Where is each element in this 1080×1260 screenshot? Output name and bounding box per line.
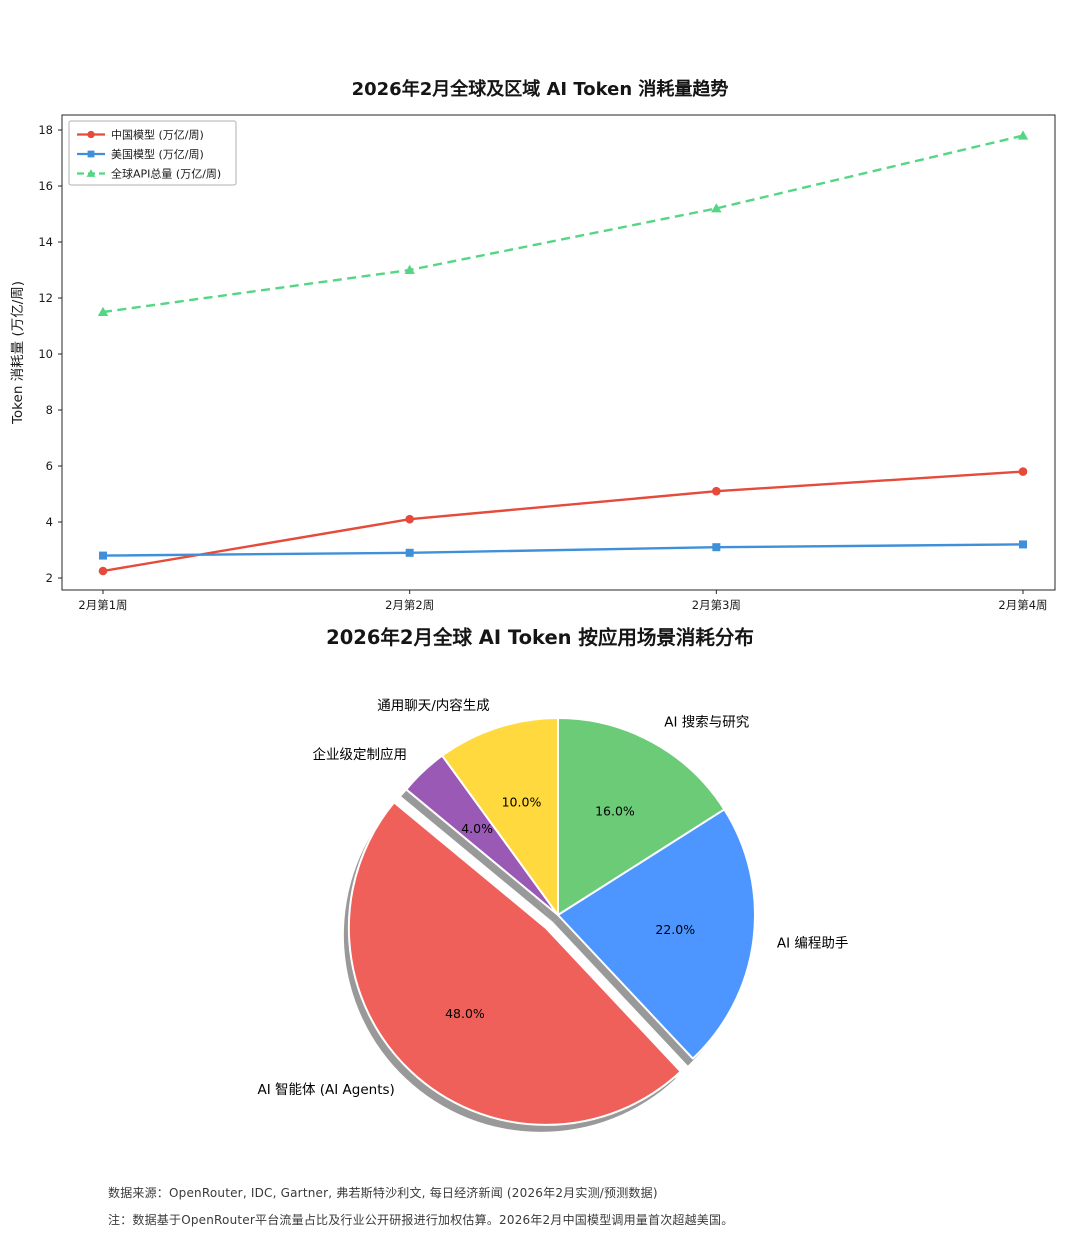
line-plot-area xyxy=(61,114,1056,591)
pie-label-1: AI 编程助手 xyxy=(777,936,849,952)
x-tick-label: 2月第2周 xyxy=(385,598,434,612)
pie-slice-0 xyxy=(557,717,726,916)
y-tick-label: 18 xyxy=(38,123,53,137)
pie-slice-1 xyxy=(557,808,756,1060)
series-line-0 xyxy=(102,470,1024,573)
series-0-marker xyxy=(98,566,108,576)
series-0-marker xyxy=(712,486,721,496)
y-tick-label: 10 xyxy=(38,347,53,361)
pie-chart-title: 2026年2月全球 AI Token 按应用场景消耗分布 xyxy=(326,626,754,649)
y-tick-label: 8 xyxy=(46,403,53,417)
footer-data-source: 数据来源：OpenRouter, IDC, Gartner, 弗若斯特沙利文, … xyxy=(108,1186,658,1200)
x-tick-label: 2月第1周 xyxy=(78,598,127,612)
legend-box xyxy=(68,120,237,186)
legend-marker-1 xyxy=(87,150,95,158)
y-axis-label: Token 消耗量 (万亿/周) xyxy=(10,281,26,425)
series-line-2 xyxy=(102,134,1024,314)
series-2-marker xyxy=(97,306,109,316)
pie-slice-4 xyxy=(441,717,559,916)
pie-label-3: 企业级定制应用 xyxy=(312,746,407,763)
x-tick-label: 2月第3周 xyxy=(692,598,741,612)
legend-marker-2 xyxy=(86,169,96,177)
pie-chart: 16.0% 22.0% 48.0% 4.0% 10.0% AI 搜索与研究 AI 编程助手 A… xyxy=(257,697,849,1132)
pie-label-0: AI 搜索与研究 xyxy=(664,715,749,731)
y-tick-label: 12 xyxy=(38,291,53,305)
series-2-marker xyxy=(404,264,415,274)
pie-pct-1: 22.0% xyxy=(655,922,695,937)
pie-pct-0: 16.0% xyxy=(595,803,635,818)
pie-label-2: AI 智能体 (AI Agents) xyxy=(257,1082,394,1098)
series-1-marker xyxy=(405,548,414,557)
legend-label-1: 美国模型 (万亿/周) xyxy=(111,147,204,161)
footer-note: 注：数据基于OpenRouter平台流量占比及行业公开研报进行加权估算。2026… xyxy=(108,1213,734,1227)
pie-pct-2: 48.0% xyxy=(445,1006,485,1021)
pie-slice-2 xyxy=(347,801,682,1126)
series-0-marker xyxy=(1018,467,1028,476)
series-2-marker xyxy=(1017,130,1029,140)
line-chart: 2 4 6 8 10 12 14 16 18 2月第1周 2月第2周 2月第3周 2月第4周 Token … xyxy=(10,114,1056,612)
series-0-marker xyxy=(405,514,414,524)
legend-marker-0 xyxy=(87,130,95,139)
pie-label-4: 通用聊天/内容生成 xyxy=(377,697,490,714)
y-tick-label: 16 xyxy=(38,179,53,193)
legend-label-2: 全球API总量 (万亿/周) xyxy=(111,167,221,181)
series-line-1 xyxy=(102,543,1024,557)
pie-pct-4: 10.0% xyxy=(502,795,542,810)
y-tick-label: 6 xyxy=(46,459,53,473)
series-1-marker xyxy=(99,551,107,560)
pie-pct-3: 4.0% xyxy=(461,821,493,836)
legend-label-0: 中国模型 (万亿/周) xyxy=(111,128,204,142)
series-1-marker xyxy=(1019,540,1027,549)
y-tick-label: 2 xyxy=(46,571,53,585)
series-1-marker xyxy=(712,543,721,552)
series-2-marker xyxy=(711,203,722,213)
y-tick-label: 4 xyxy=(46,515,53,529)
y-tick-label: 14 xyxy=(38,235,53,249)
x-tick-label: 2月第4周 xyxy=(998,598,1047,612)
line-chart-title: 2026年2月全球及区域 AI Token 消耗量趋势 xyxy=(351,79,729,100)
